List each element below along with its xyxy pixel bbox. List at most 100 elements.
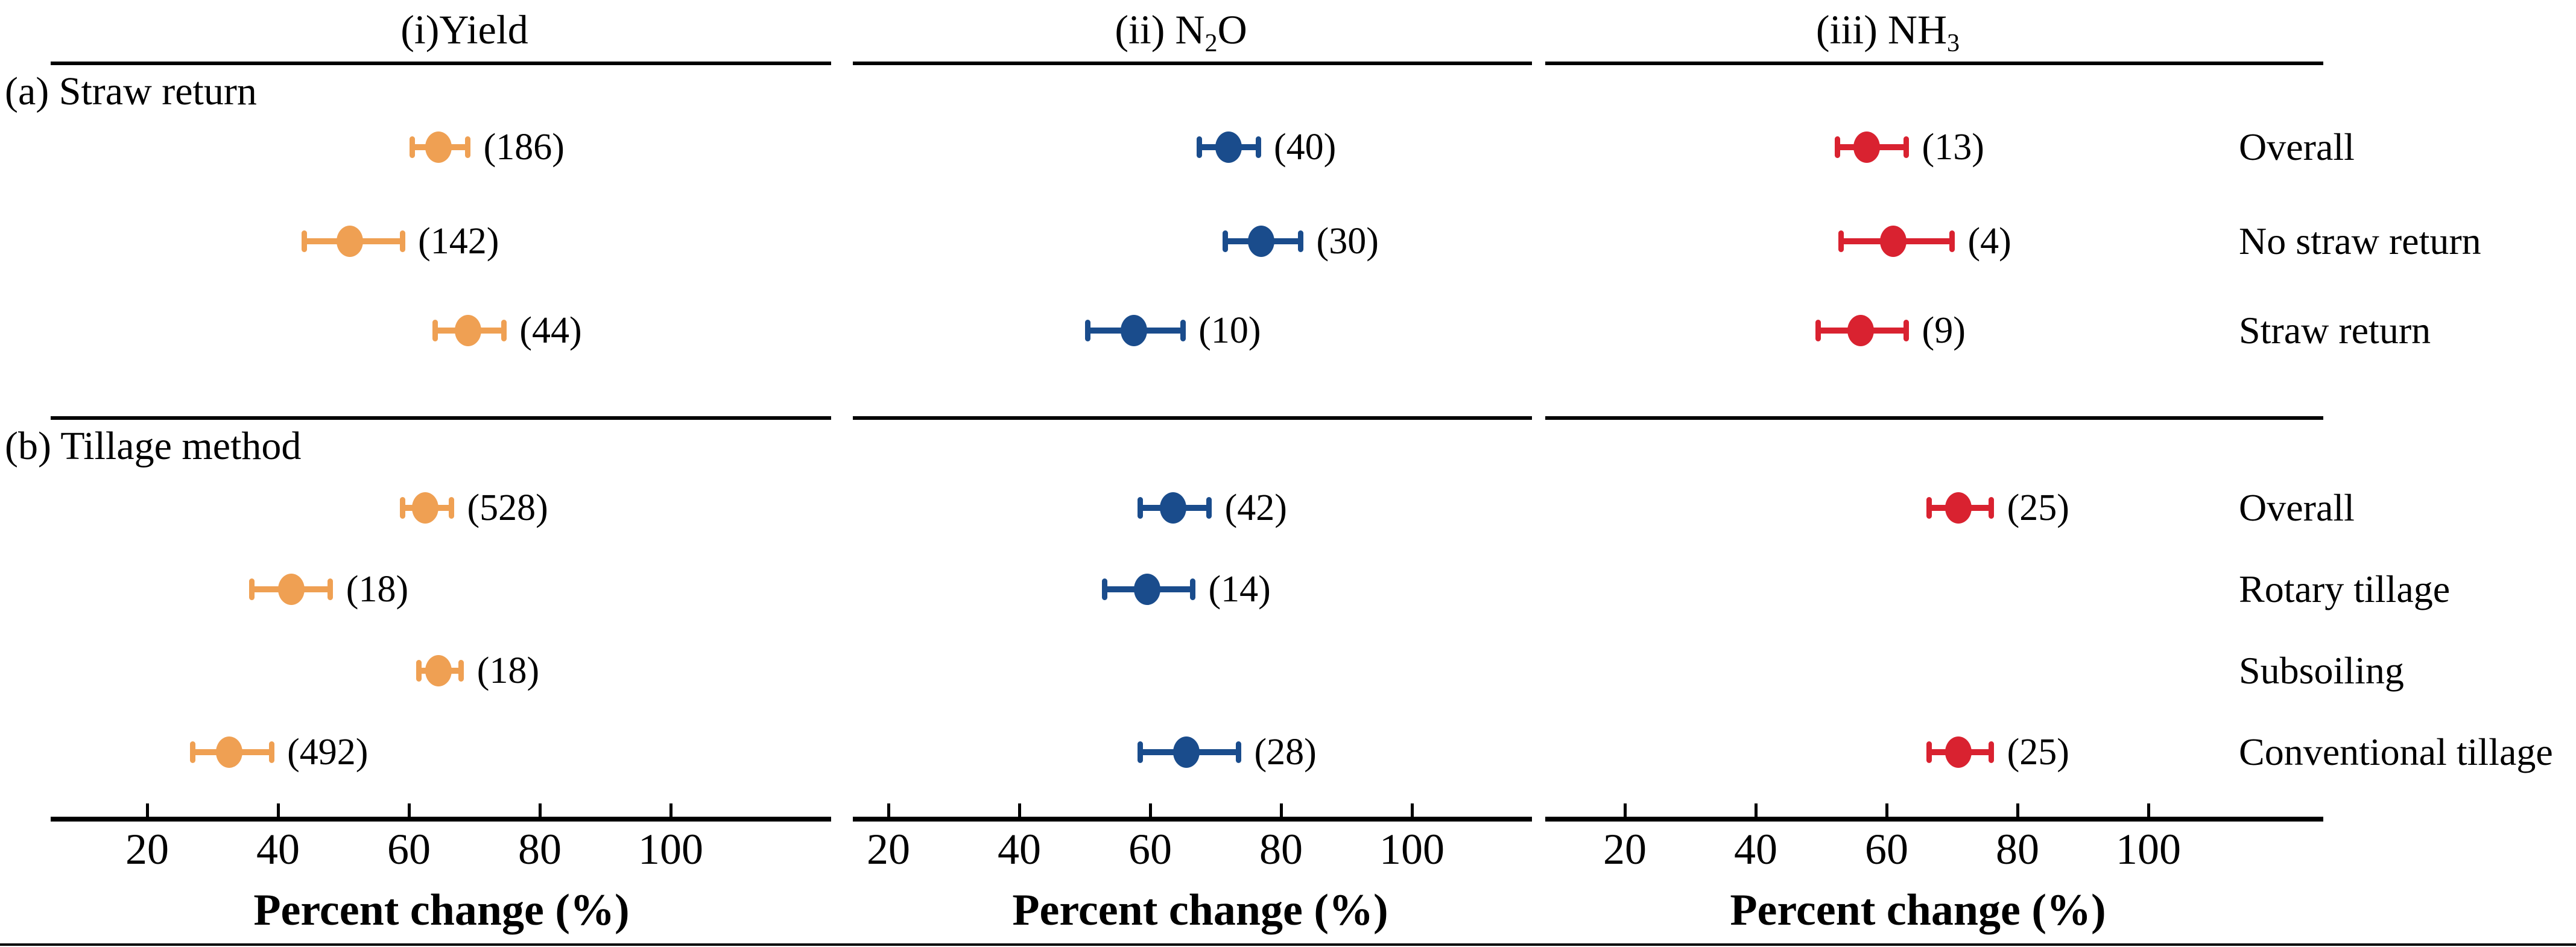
panel-title-subscript: 2 <box>1204 28 1218 57</box>
error-bar-cap <box>1926 497 1932 519</box>
x-axis-line <box>1545 817 2323 822</box>
error-bar-cap <box>1190 578 1196 600</box>
data-point-marker <box>1847 315 1874 346</box>
error-bar-cap <box>1180 320 1186 341</box>
data-point-marker <box>337 226 364 257</box>
data-point-marker <box>425 131 452 163</box>
error-bar-cap <box>416 660 422 682</box>
error-bar-cap <box>449 497 455 519</box>
panel-title-text: O <box>1217 7 1247 52</box>
data-point-marker <box>1159 492 1186 524</box>
section-divider-line <box>51 416 831 420</box>
x-axis-tick-label: 60 <box>1128 825 1172 873</box>
section-divider-line <box>51 62 831 65</box>
error-bar-cap <box>1138 497 1144 519</box>
error-bar-cap <box>501 320 507 341</box>
error-bar-cap <box>458 660 464 682</box>
error-bar-cap <box>1835 136 1841 158</box>
x-axis-tick <box>669 803 672 817</box>
x-axis-tick <box>538 803 542 817</box>
x-axis-tick-label: 40 <box>1734 825 1777 873</box>
x-axis-tick <box>1279 803 1283 817</box>
error-bar-cap <box>432 320 438 341</box>
x-axis-tick-label: 20 <box>1603 825 1647 873</box>
count-label: (528) <box>467 487 548 528</box>
error-bar-cap <box>328 578 334 600</box>
error-bar-cap <box>1815 320 1821 341</box>
error-bar-cap <box>1085 320 1091 341</box>
error-bar-cap <box>399 230 405 252</box>
count-label: (492) <box>287 732 369 773</box>
error-bar-cap <box>1138 741 1144 763</box>
count-label: (186) <box>483 127 565 168</box>
error-bar-cap <box>1904 136 1910 158</box>
x-axis-tick-label: 100 <box>638 825 703 873</box>
error-bar-cap <box>1926 741 1932 763</box>
section-divider-line <box>853 416 1532 420</box>
count-label: (44) <box>519 310 582 351</box>
data-point-marker <box>277 574 305 605</box>
section-divider-line <box>1545 416 2323 420</box>
panel-title-subscript: 3 <box>1947 28 1960 57</box>
data-point-marker <box>1215 131 1242 163</box>
count-label: (28) <box>1254 732 1317 773</box>
x-axis-title: Percent change (%) <box>1730 885 2106 935</box>
x-axis-tick-label: 40 <box>256 825 300 873</box>
x-axis-tick <box>1623 803 1627 817</box>
error-bar-cap <box>1235 741 1241 763</box>
data-point-marker <box>1120 315 1147 346</box>
row-label: Conventional tillage <box>2239 730 2553 773</box>
error-bar-cap <box>1101 578 1107 600</box>
count-label: (42) <box>1224 487 1287 528</box>
panel-title-text: (iii) NH <box>1815 7 1948 52</box>
x-axis-tick <box>276 803 280 817</box>
x-axis-tick <box>1148 803 1152 817</box>
error-bar-cap <box>399 497 405 519</box>
error-bar-cap <box>1206 497 1212 519</box>
data-point-marker <box>1945 736 1972 768</box>
error-bar-cap <box>1989 497 1995 519</box>
data-point-marker <box>215 736 242 768</box>
panel-title-yield: (i)Yield <box>400 7 528 52</box>
x-axis-tick-label: 40 <box>998 825 1041 873</box>
row-label: Straw return <box>2239 309 2431 352</box>
x-axis-tick-label: 80 <box>1259 825 1303 873</box>
row-label: Overall <box>2239 125 2355 168</box>
count-label: (30) <box>1316 221 1379 262</box>
row-label: Subsoiling <box>2239 649 2404 692</box>
section-divider-line <box>853 62 1532 65</box>
error-bar-cap <box>1196 136 1202 158</box>
error-bar-cap <box>465 136 471 158</box>
x-axis-tick <box>1754 803 1758 817</box>
x-axis-tick-label: 80 <box>1996 825 2039 873</box>
error-bar-cap <box>1949 230 1955 252</box>
data-point-marker <box>1853 131 1881 163</box>
data-point-marker <box>1945 492 1972 524</box>
count-label: (18) <box>476 650 540 691</box>
x-axis-tick <box>1410 803 1414 817</box>
error-bar-cap <box>268 741 274 763</box>
figure-bottom-rule <box>0 943 2576 946</box>
x-axis-tick <box>887 803 890 817</box>
data-point-marker <box>1133 574 1160 605</box>
x-axis-line <box>853 817 1532 822</box>
data-point-marker <box>425 655 452 686</box>
error-bar-cap <box>409 136 415 158</box>
count-label: (40) <box>1274 127 1337 168</box>
x-axis-tick-label: 60 <box>1865 825 1908 873</box>
data-point-marker <box>412 492 439 524</box>
count-label: (4) <box>1967 221 2011 262</box>
panel-title-text: (i)Yield <box>400 7 528 52</box>
count-label: (25) <box>2007 732 2069 773</box>
error-bar-cap <box>190 741 196 763</box>
section-divider-line <box>1545 62 2323 65</box>
error-bar-cap <box>1838 230 1844 252</box>
section-b-label: (b) Tillage method <box>5 424 302 468</box>
x-axis-tick-label: 20 <box>125 825 169 873</box>
panel-title-n2o: (ii) N2O <box>1115 7 1247 57</box>
x-axis-title: Percent change (%) <box>253 885 630 935</box>
count-label: (10) <box>1198 310 1261 351</box>
x-axis-tick-label: 100 <box>1379 825 1445 873</box>
x-axis-tick <box>2016 803 2019 817</box>
